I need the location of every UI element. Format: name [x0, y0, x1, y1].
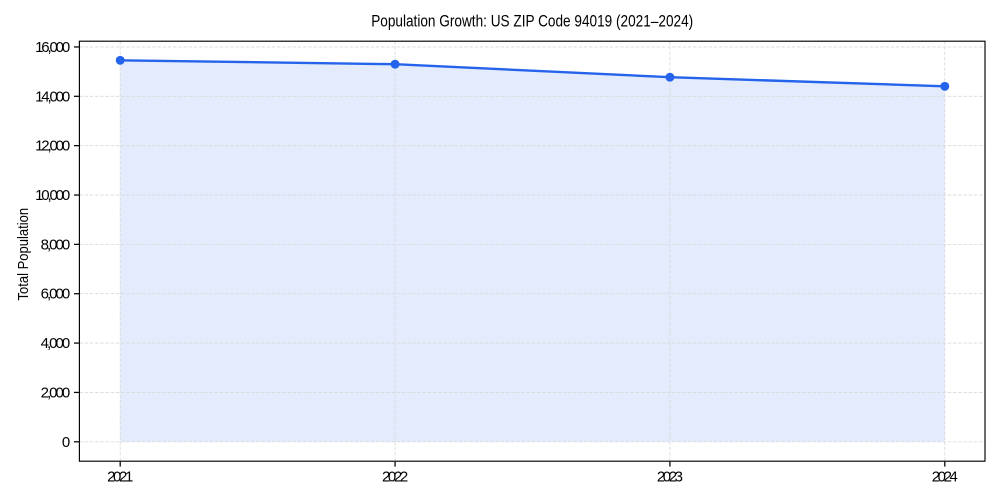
svg-text:Total Population: Total Population: [16, 208, 32, 301]
svg-text:12,000: 12,000: [35, 138, 70, 155]
svg-text:2022: 2022: [382, 468, 408, 485]
svg-text:6,000: 6,000: [41, 286, 71, 303]
svg-text:2,000: 2,000: [41, 384, 71, 401]
svg-text:2024: 2024: [932, 468, 958, 485]
svg-text:2021: 2021: [107, 468, 133, 485]
svg-text:14,000: 14,000: [35, 88, 70, 105]
svg-text:8,000: 8,000: [41, 236, 71, 253]
svg-text:16,000: 16,000: [35, 39, 70, 56]
svg-text:4,000: 4,000: [41, 335, 71, 352]
svg-text:Population Growth: US ZIP Code: Population Growth: US ZIP Code 94019 (20…: [371, 13, 693, 31]
svg-text:2023: 2023: [657, 468, 683, 485]
svg-text:10,000: 10,000: [35, 187, 70, 204]
svg-text:0: 0: [62, 434, 70, 451]
